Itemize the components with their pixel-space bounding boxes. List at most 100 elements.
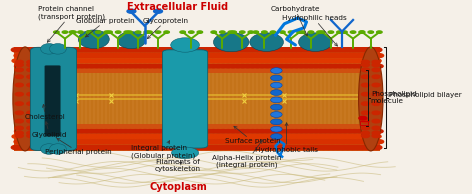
Circle shape [351, 130, 359, 133]
Circle shape [172, 48, 182, 52]
Circle shape [256, 59, 264, 63]
Circle shape [82, 54, 91, 57]
Circle shape [360, 54, 369, 57]
Circle shape [362, 48, 372, 52]
Circle shape [122, 64, 130, 68]
Circle shape [373, 135, 381, 138]
Circle shape [183, 135, 191, 138]
Circle shape [239, 64, 246, 68]
Circle shape [170, 130, 178, 133]
Circle shape [63, 130, 71, 133]
Circle shape [151, 130, 159, 133]
Circle shape [348, 145, 357, 150]
Circle shape [314, 59, 323, 63]
Circle shape [292, 54, 301, 57]
Circle shape [85, 59, 93, 63]
Circle shape [177, 48, 187, 52]
Circle shape [17, 59, 25, 63]
Circle shape [146, 54, 154, 57]
Circle shape [46, 135, 54, 138]
Circle shape [15, 102, 23, 105]
Circle shape [333, 145, 343, 150]
Circle shape [256, 135, 264, 138]
Circle shape [15, 83, 23, 87]
Circle shape [51, 48, 60, 52]
Circle shape [118, 48, 128, 52]
Circle shape [70, 48, 80, 52]
Circle shape [341, 64, 349, 68]
Circle shape [266, 135, 274, 138]
Circle shape [361, 130, 369, 133]
Circle shape [55, 48, 65, 52]
Circle shape [107, 31, 112, 33]
Circle shape [107, 130, 115, 133]
Circle shape [371, 64, 378, 68]
Circle shape [279, 145, 289, 150]
Circle shape [143, 59, 152, 63]
Circle shape [324, 135, 332, 138]
Circle shape [265, 145, 275, 150]
Circle shape [258, 130, 266, 133]
Circle shape [356, 64, 363, 68]
Circle shape [299, 145, 309, 150]
Circle shape [292, 140, 301, 144]
Circle shape [372, 134, 380, 138]
Circle shape [19, 140, 28, 144]
Circle shape [248, 140, 257, 144]
Circle shape [49, 64, 57, 68]
Circle shape [48, 54, 57, 57]
Ellipse shape [78, 30, 110, 48]
Circle shape [126, 54, 135, 57]
Circle shape [38, 54, 47, 57]
Circle shape [234, 64, 242, 68]
Circle shape [73, 54, 81, 57]
Circle shape [136, 54, 145, 57]
Circle shape [149, 135, 157, 138]
Circle shape [362, 60, 370, 64]
Circle shape [356, 130, 363, 133]
Circle shape [253, 130, 261, 133]
Circle shape [346, 140, 354, 144]
Circle shape [357, 145, 367, 150]
Circle shape [124, 145, 133, 150]
Text: Surface protein: Surface protein [225, 126, 280, 144]
Circle shape [32, 135, 40, 138]
Circle shape [45, 48, 55, 52]
Circle shape [185, 140, 194, 144]
Circle shape [160, 140, 169, 144]
Circle shape [80, 145, 89, 150]
Circle shape [107, 64, 115, 68]
Circle shape [333, 48, 343, 52]
Circle shape [158, 145, 168, 150]
Circle shape [111, 54, 120, 57]
Circle shape [43, 140, 52, 144]
Circle shape [362, 145, 372, 150]
Circle shape [206, 48, 216, 52]
Text: Alpha-Helix protein
(integral protein): Alpha-Helix protein (integral protein) [212, 140, 281, 168]
Circle shape [365, 140, 374, 144]
Circle shape [240, 145, 250, 150]
Circle shape [194, 54, 203, 57]
Circle shape [234, 130, 242, 133]
Circle shape [250, 48, 260, 52]
Circle shape [36, 145, 45, 150]
Circle shape [355, 140, 364, 144]
Circle shape [241, 135, 250, 138]
Circle shape [151, 140, 160, 144]
Circle shape [153, 135, 162, 138]
Circle shape [27, 134, 35, 138]
Circle shape [136, 130, 144, 133]
Circle shape [253, 64, 261, 68]
Circle shape [309, 145, 319, 150]
Circle shape [41, 145, 51, 150]
Circle shape [87, 31, 93, 33]
Circle shape [16, 145, 26, 150]
Circle shape [316, 140, 325, 144]
Circle shape [348, 135, 357, 138]
Circle shape [363, 59, 371, 63]
Circle shape [117, 130, 125, 133]
Circle shape [34, 64, 42, 68]
Circle shape [313, 48, 323, 52]
Circle shape [21, 145, 31, 150]
Circle shape [354, 59, 362, 63]
